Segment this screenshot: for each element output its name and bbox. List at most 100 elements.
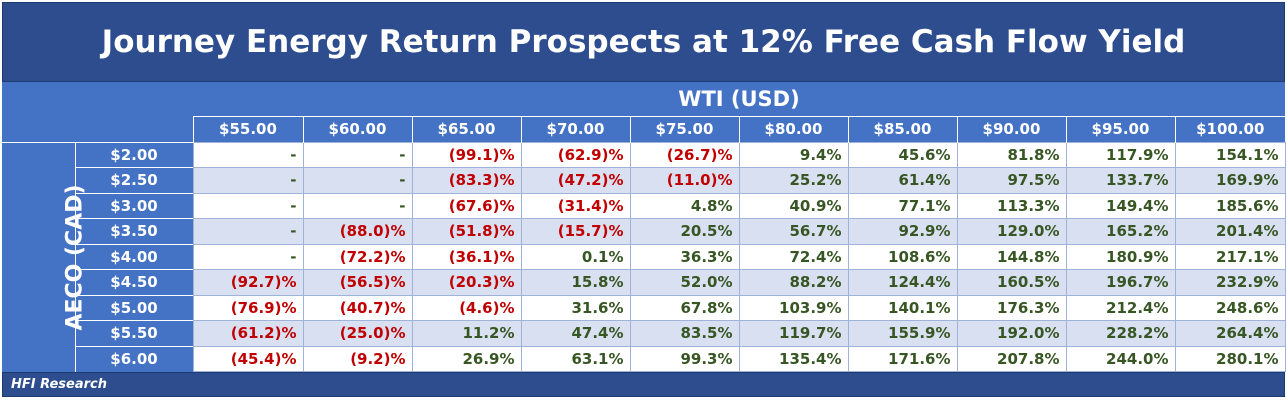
table-cell: 11.2% [411, 320, 522, 347]
table-cell: (26.7)% [629, 141, 740, 168]
table-cell: 117.9% [1065, 141, 1176, 168]
aeco-axis-label-text: AECO (CAD) [62, 183, 88, 331]
table-cell: (72.2)% [302, 243, 413, 270]
table-cell: 52.0% [629, 269, 740, 296]
row-header: $3.00 [75, 192, 193, 219]
table-body: AECO (CAD) $2.00- - (99.1)% (62.9)% (26.7)% 9.… [2, 141, 1286, 372]
table-cell: 97.5% [956, 167, 1067, 194]
table-cell: 36.3% [629, 243, 740, 270]
table-cell: 56.7% [738, 218, 849, 245]
table-cell: (67.6)% [411, 192, 522, 219]
table-cell: 20.5% [629, 218, 740, 245]
table-cell: - [302, 192, 413, 219]
column-header: $100.00 [1174, 115, 1286, 142]
row-header: $2.50 [75, 167, 193, 193]
table-cell: - [192, 141, 304, 168]
table-cell: 72.4% [738, 243, 849, 270]
table-cell: (40.7)% [302, 294, 413, 321]
table-cell: (92.7)% [192, 269, 304, 296]
table-cell: 0.1% [520, 243, 631, 270]
table-cell: 165.2% [1065, 218, 1176, 245]
table-cell: 119.7% [738, 320, 849, 347]
table-cell: 83.5% [629, 320, 740, 347]
table-cell: (9.2)% [302, 345, 413, 372]
table-cell: 61.4% [847, 167, 958, 194]
table-cell: 232.9% [1174, 269, 1286, 296]
table-cell: (45.4)% [192, 345, 304, 372]
table-row: $3.00- - (67.6)% (31.4)% 4.8% 40.9% 77.1% 113.3… [2, 192, 1286, 219]
corner-cell [2, 82, 193, 142]
table-cell: 144.8% [956, 243, 1067, 270]
return-table: WTI (USD) $55.00 $60.00 $65.00 $70.00 $75.00… [2, 82, 1286, 372]
column-header: $70.00 [520, 115, 630, 142]
table-cell: 185.6% [1174, 192, 1286, 219]
row-header: $5.50 [75, 320, 193, 346]
table-cell: (4.6)% [411, 294, 522, 321]
table-cell: 108.6% [847, 243, 958, 270]
table-row: $2.50- - (83.3)% (47.2)% (11.0)% 25.2% 61.4% 97… [2, 167, 1286, 194]
table-cell: 180.9% [1065, 243, 1176, 270]
table-cell: (15.7)% [520, 218, 631, 245]
table-cell: 103.9% [738, 294, 849, 321]
column-header: $85.00 [847, 115, 957, 142]
column-header: $95.00 [1065, 115, 1175, 142]
table-cell: (51.8)% [411, 218, 522, 245]
column-header: $55.00 [192, 115, 303, 142]
table-cell: 63.1% [520, 345, 631, 372]
table-cell: - [192, 192, 304, 219]
table-row: $3.50- (88.0)% (51.8)% (15.7)% 20.5% 56.7% 92.… [2, 218, 1286, 245]
table-row: $4.00- (72.2)% (36.1)% 0.1% 36.3% 72.4% 108.6%… [2, 243, 1286, 270]
table-row: $6.00 (45.4)% (9.2)% 26.9% 63.1% 99.3% 135.4% 1… [2, 345, 1286, 372]
table-cell: (25.0)% [302, 320, 413, 347]
table-row: $5.00 (76.9)% (40.7)% (4.6)% 31.6% 67.8% 103.9… [2, 294, 1286, 321]
table-cell: 133.7% [1065, 167, 1176, 194]
table-cell: 212.4% [1065, 294, 1176, 321]
table-cell: (20.3)% [411, 269, 522, 296]
row-header: $5.00 [75, 294, 193, 321]
table-cell: - [302, 141, 413, 168]
row-header: $3.50 [75, 218, 193, 244]
column-header: $90.00 [956, 115, 1066, 142]
table-cell: (11.0)% [629, 167, 740, 194]
table-cell: (62.9)% [520, 141, 631, 168]
table-cell: 155.9% [847, 320, 958, 347]
table-cell: 4.8% [629, 192, 740, 219]
table-cell: (61.2)% [192, 320, 304, 347]
table-cell: 248.6% [1174, 294, 1286, 321]
column-header: $60.00 [302, 115, 412, 142]
table-cell: 171.6% [847, 345, 958, 372]
table-cell: 81.8% [956, 141, 1067, 168]
table-row: $5.50 (61.2)% (25.0)% 11.2% 47.4% 83.5% 119.7%… [2, 320, 1286, 347]
table-cell: 26.9% [411, 345, 522, 372]
table-row: AECO (CAD) $2.00- - (99.1)% (62.9)% (26.7)% 9.… [2, 141, 1286, 372]
table-cell: 149.4% [1065, 192, 1176, 219]
table-cell: 67.8% [629, 294, 740, 321]
table-cell: 129.0% [956, 218, 1067, 245]
table-cell: 25.2% [738, 167, 849, 194]
table-cell: 92.9% [847, 218, 958, 245]
row-header: $2.00 [75, 141, 193, 168]
table-cell: 77.1% [847, 192, 958, 219]
table-cell: 124.4% [847, 269, 958, 296]
table-cell: 9.4% [738, 141, 849, 168]
table-cell: 15.8% [520, 269, 631, 296]
table-cell: 99.3% [629, 345, 740, 372]
table-cell: 201.4% [1174, 218, 1286, 245]
table-cell: - [192, 218, 304, 245]
table-row: $4.50 (92.7)% (56.5)% (20.3)% 15.8% 52.0% 88.2… [2, 269, 1286, 296]
row-header: $6.00 [75, 345, 193, 372]
table-cell: 192.0% [956, 320, 1067, 347]
table-cell: 160.5% [956, 269, 1067, 296]
table-cell: 264.4% [1174, 320, 1286, 347]
table-cell: (76.9)% [192, 294, 304, 321]
table-cell: 244.0% [1065, 345, 1176, 372]
table-cell: (88.0)% [302, 218, 413, 245]
table-cell: (56.5)% [302, 269, 413, 296]
table-cell: 40.9% [738, 192, 849, 219]
table-title: Journey Energy Return Prospects at 12% F… [2, 2, 1285, 82]
table-cell: - [192, 243, 304, 270]
aeco-axis-label: AECO (CAD) [2, 141, 88, 372]
table-cell: 31.6% [520, 294, 631, 321]
row-header: $4.50 [75, 269, 193, 295]
